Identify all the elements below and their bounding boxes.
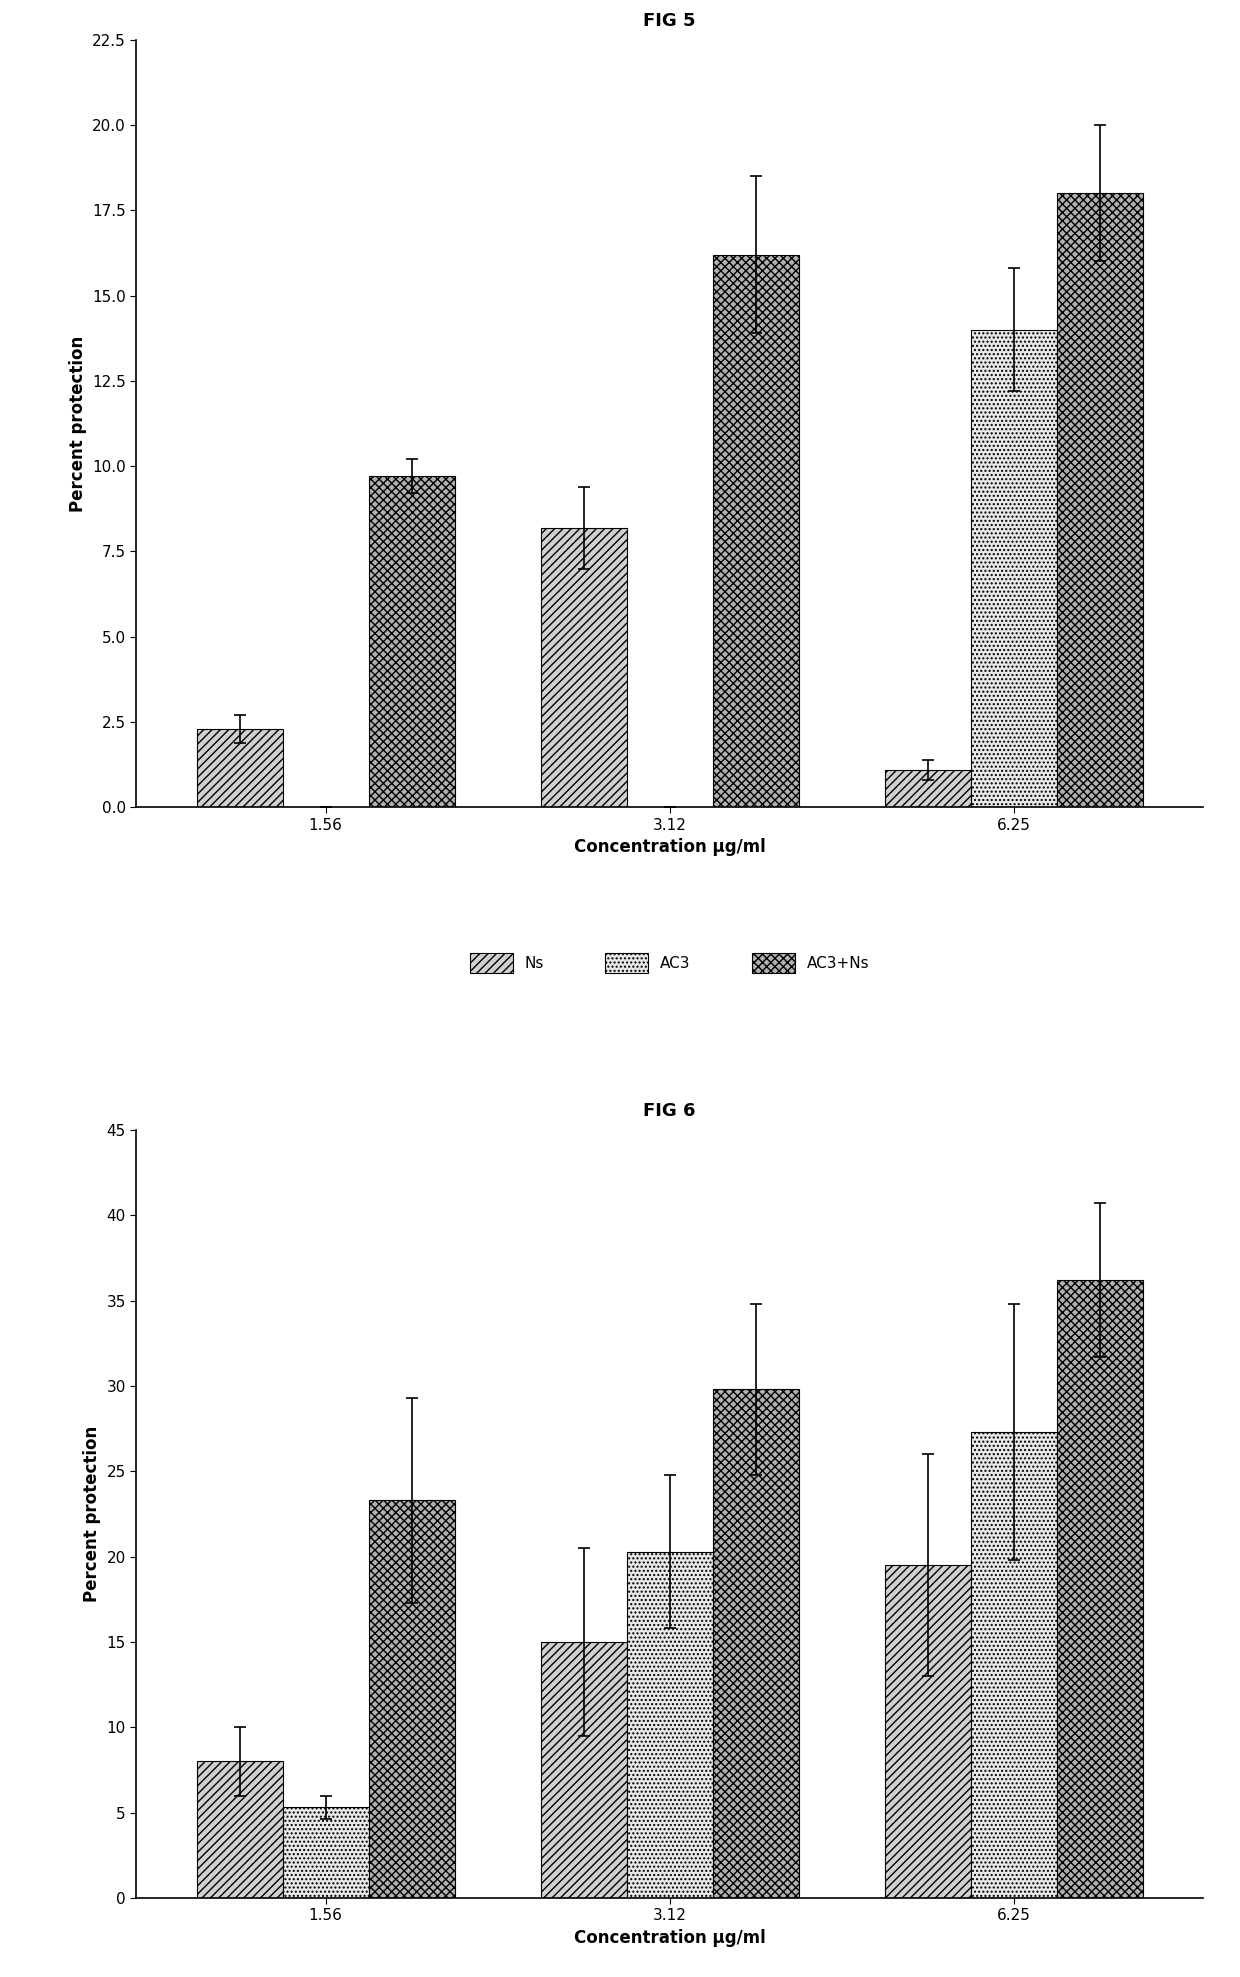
Bar: [971, 330, 1056, 807]
Title: FIG 6: FIG 6: [644, 1101, 696, 1121]
Bar: [197, 730, 283, 807]
Bar: [1056, 194, 1142, 807]
Bar: [713, 1390, 799, 1898]
Bar: [541, 528, 626, 807]
Bar: [368, 476, 455, 807]
Bar: [197, 1762, 283, 1898]
Bar: [713, 255, 799, 807]
Bar: [283, 1807, 368, 1898]
Bar: [368, 1501, 455, 1898]
Bar: [541, 1643, 626, 1898]
Y-axis label: Percent protection: Percent protection: [83, 1425, 100, 1601]
Bar: [884, 1566, 971, 1898]
Bar: [1056, 1281, 1142, 1898]
Bar: [971, 1431, 1056, 1898]
Bar: [884, 769, 971, 807]
Title: FIG 5: FIG 5: [644, 12, 696, 30]
X-axis label: Concentration μg/ml: Concentration μg/ml: [574, 1930, 765, 1947]
Bar: [626, 1552, 713, 1898]
X-axis label: Concentration μg/ml: Concentration μg/ml: [574, 838, 765, 856]
Legend: Ns, AC3, AC3+Ns: Ns, AC3, AC3+Ns: [463, 945, 877, 981]
Y-axis label: Percent protection: Percent protection: [68, 336, 87, 512]
